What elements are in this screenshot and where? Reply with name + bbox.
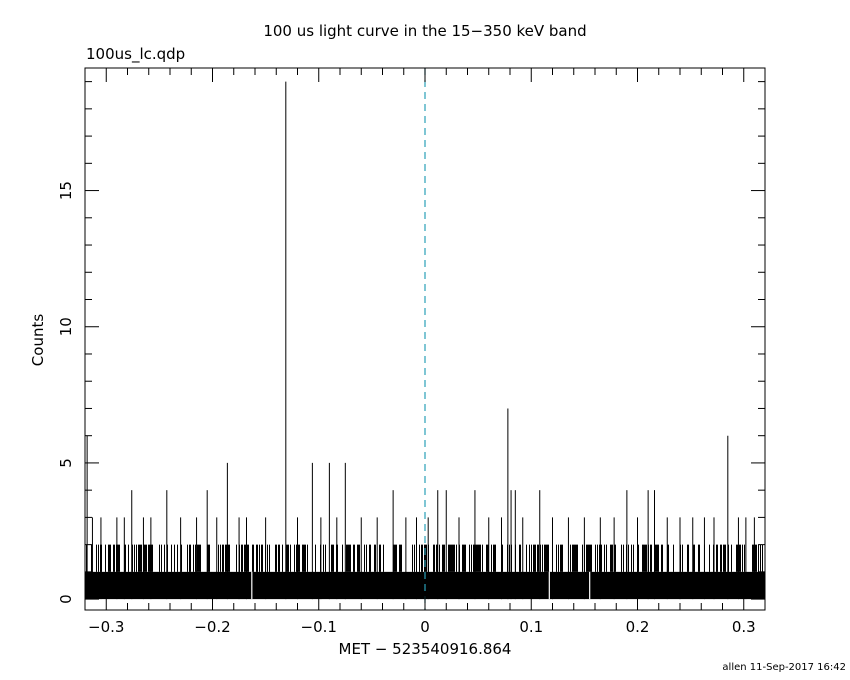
x-tick-label: 0.2 — [626, 618, 650, 636]
x-axis-ticks: −0.3 −0.2 −0.1 0 0.1 0.2 0.3 — [84, 68, 766, 636]
x-tick-label: 0.1 — [519, 618, 543, 636]
x-tick-label: −0.1 — [301, 618, 337, 636]
y-tick-label: 0 — [57, 594, 75, 604]
x-tick-label: −0.2 — [194, 618, 230, 636]
y-tick-label: 15 — [57, 181, 75, 200]
x-tick-label: 0.3 — [732, 618, 756, 636]
y-axis-ticks: 0 5 10 15 — [57, 81, 765, 604]
x-tick-label: −0.3 — [88, 618, 124, 636]
chart-title: 100 us light curve in the 15−350 keV ban… — [263, 22, 587, 40]
footer-stamp: allen 11-Sep-2017 16:42 — [722, 662, 846, 673]
light-curve-peaks — [86, 81, 755, 600]
x-tick-label: 0 — [420, 618, 430, 636]
x-axis-label: MET − 523540916.864 — [338, 640, 512, 658]
y-tick-label: 10 — [57, 317, 75, 336]
file-label: 100us_lc.qdp — [86, 45, 186, 63]
bins-level-2 — [86, 544, 763, 572]
y-tick-label: 5 — [57, 458, 75, 468]
